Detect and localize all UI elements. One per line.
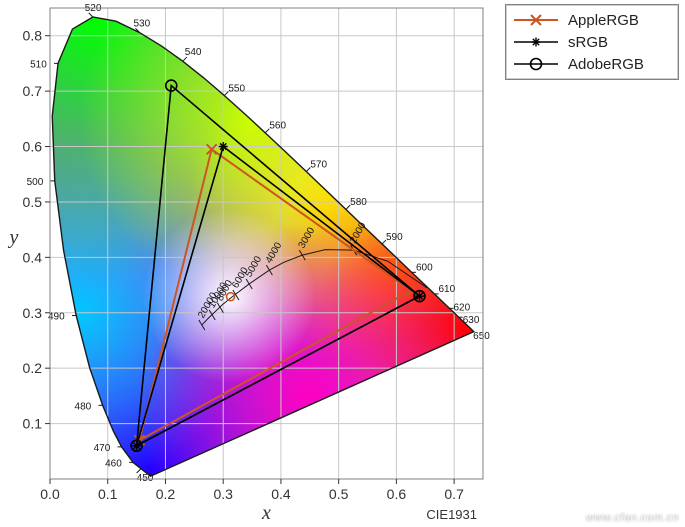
svg-text:x: x <box>261 502 271 524</box>
legend: AppleRGB sRGB AdobeRGB <box>505 4 679 80</box>
svg-text:560: 560 <box>269 121 286 132</box>
svg-text:y: y <box>8 227 19 249</box>
svg-text:0.5: 0.5 <box>23 194 43 210</box>
svg-text:0.7: 0.7 <box>23 83 43 99</box>
svg-text:600: 600 <box>416 262 433 273</box>
svg-text:0.3: 0.3 <box>23 305 43 321</box>
svg-text:0.6: 0.6 <box>387 486 407 502</box>
svg-text:460: 460 <box>105 458 122 469</box>
svg-text:580: 580 <box>350 197 367 208</box>
legend-item-adobergb: AdobeRGB <box>512 53 672 75</box>
svg-text:0.8: 0.8 <box>23 28 43 44</box>
svg-text:0.4: 0.4 <box>23 249 43 265</box>
legend-label: AdobeRGB <box>568 56 644 73</box>
svg-text:0.2: 0.2 <box>156 486 176 502</box>
svg-text:0.6: 0.6 <box>23 139 43 155</box>
svg-text:630: 630 <box>463 315 480 326</box>
svg-text:0.5: 0.5 <box>329 486 349 502</box>
svg-text:0.4: 0.4 <box>271 486 291 502</box>
svg-text:480: 480 <box>75 401 92 412</box>
svg-text:490: 490 <box>48 312 65 323</box>
legend-item-applergb: AppleRGB <box>512 9 672 31</box>
svg-text:500: 500 <box>27 177 44 188</box>
svg-text:0.0: 0.0 <box>40 486 60 502</box>
svg-text:550: 550 <box>228 84 245 95</box>
legend-label: AppleRGB <box>568 12 639 29</box>
legend-item-srgb: sRGB <box>512 31 672 53</box>
svg-text:530: 530 <box>133 18 150 29</box>
svg-text:590: 590 <box>386 232 403 243</box>
svg-text:CIE1931: CIE1931 <box>426 507 477 522</box>
svg-text:0.2: 0.2 <box>23 360 43 376</box>
cie1931-chart: 4504604704804905005105205305405505605705… <box>0 0 495 527</box>
svg-text:0.1: 0.1 <box>98 486 118 502</box>
chart-container: 4504604704804905005105205305405505605705… <box>0 0 495 527</box>
svg-text:570: 570 <box>310 159 327 170</box>
svg-text:620: 620 <box>454 302 471 313</box>
svg-text:0.7: 0.7 <box>444 486 464 502</box>
svg-text:650: 650 <box>473 331 490 342</box>
legend-swatch-adobergb <box>512 54 560 74</box>
svg-text:540: 540 <box>185 47 202 58</box>
legend-swatch-srgb <box>512 32 560 52</box>
legend-swatch-applergb <box>512 10 560 30</box>
svg-text:470: 470 <box>94 443 111 454</box>
svg-text:0.1: 0.1 <box>23 416 43 432</box>
svg-text:610: 610 <box>439 284 456 295</box>
svg-text:510: 510 <box>30 59 47 70</box>
watermark: www.cfan.com.cn <box>586 512 679 524</box>
legend-label: sRGB <box>568 34 608 51</box>
svg-text:0.3: 0.3 <box>213 486 233 502</box>
